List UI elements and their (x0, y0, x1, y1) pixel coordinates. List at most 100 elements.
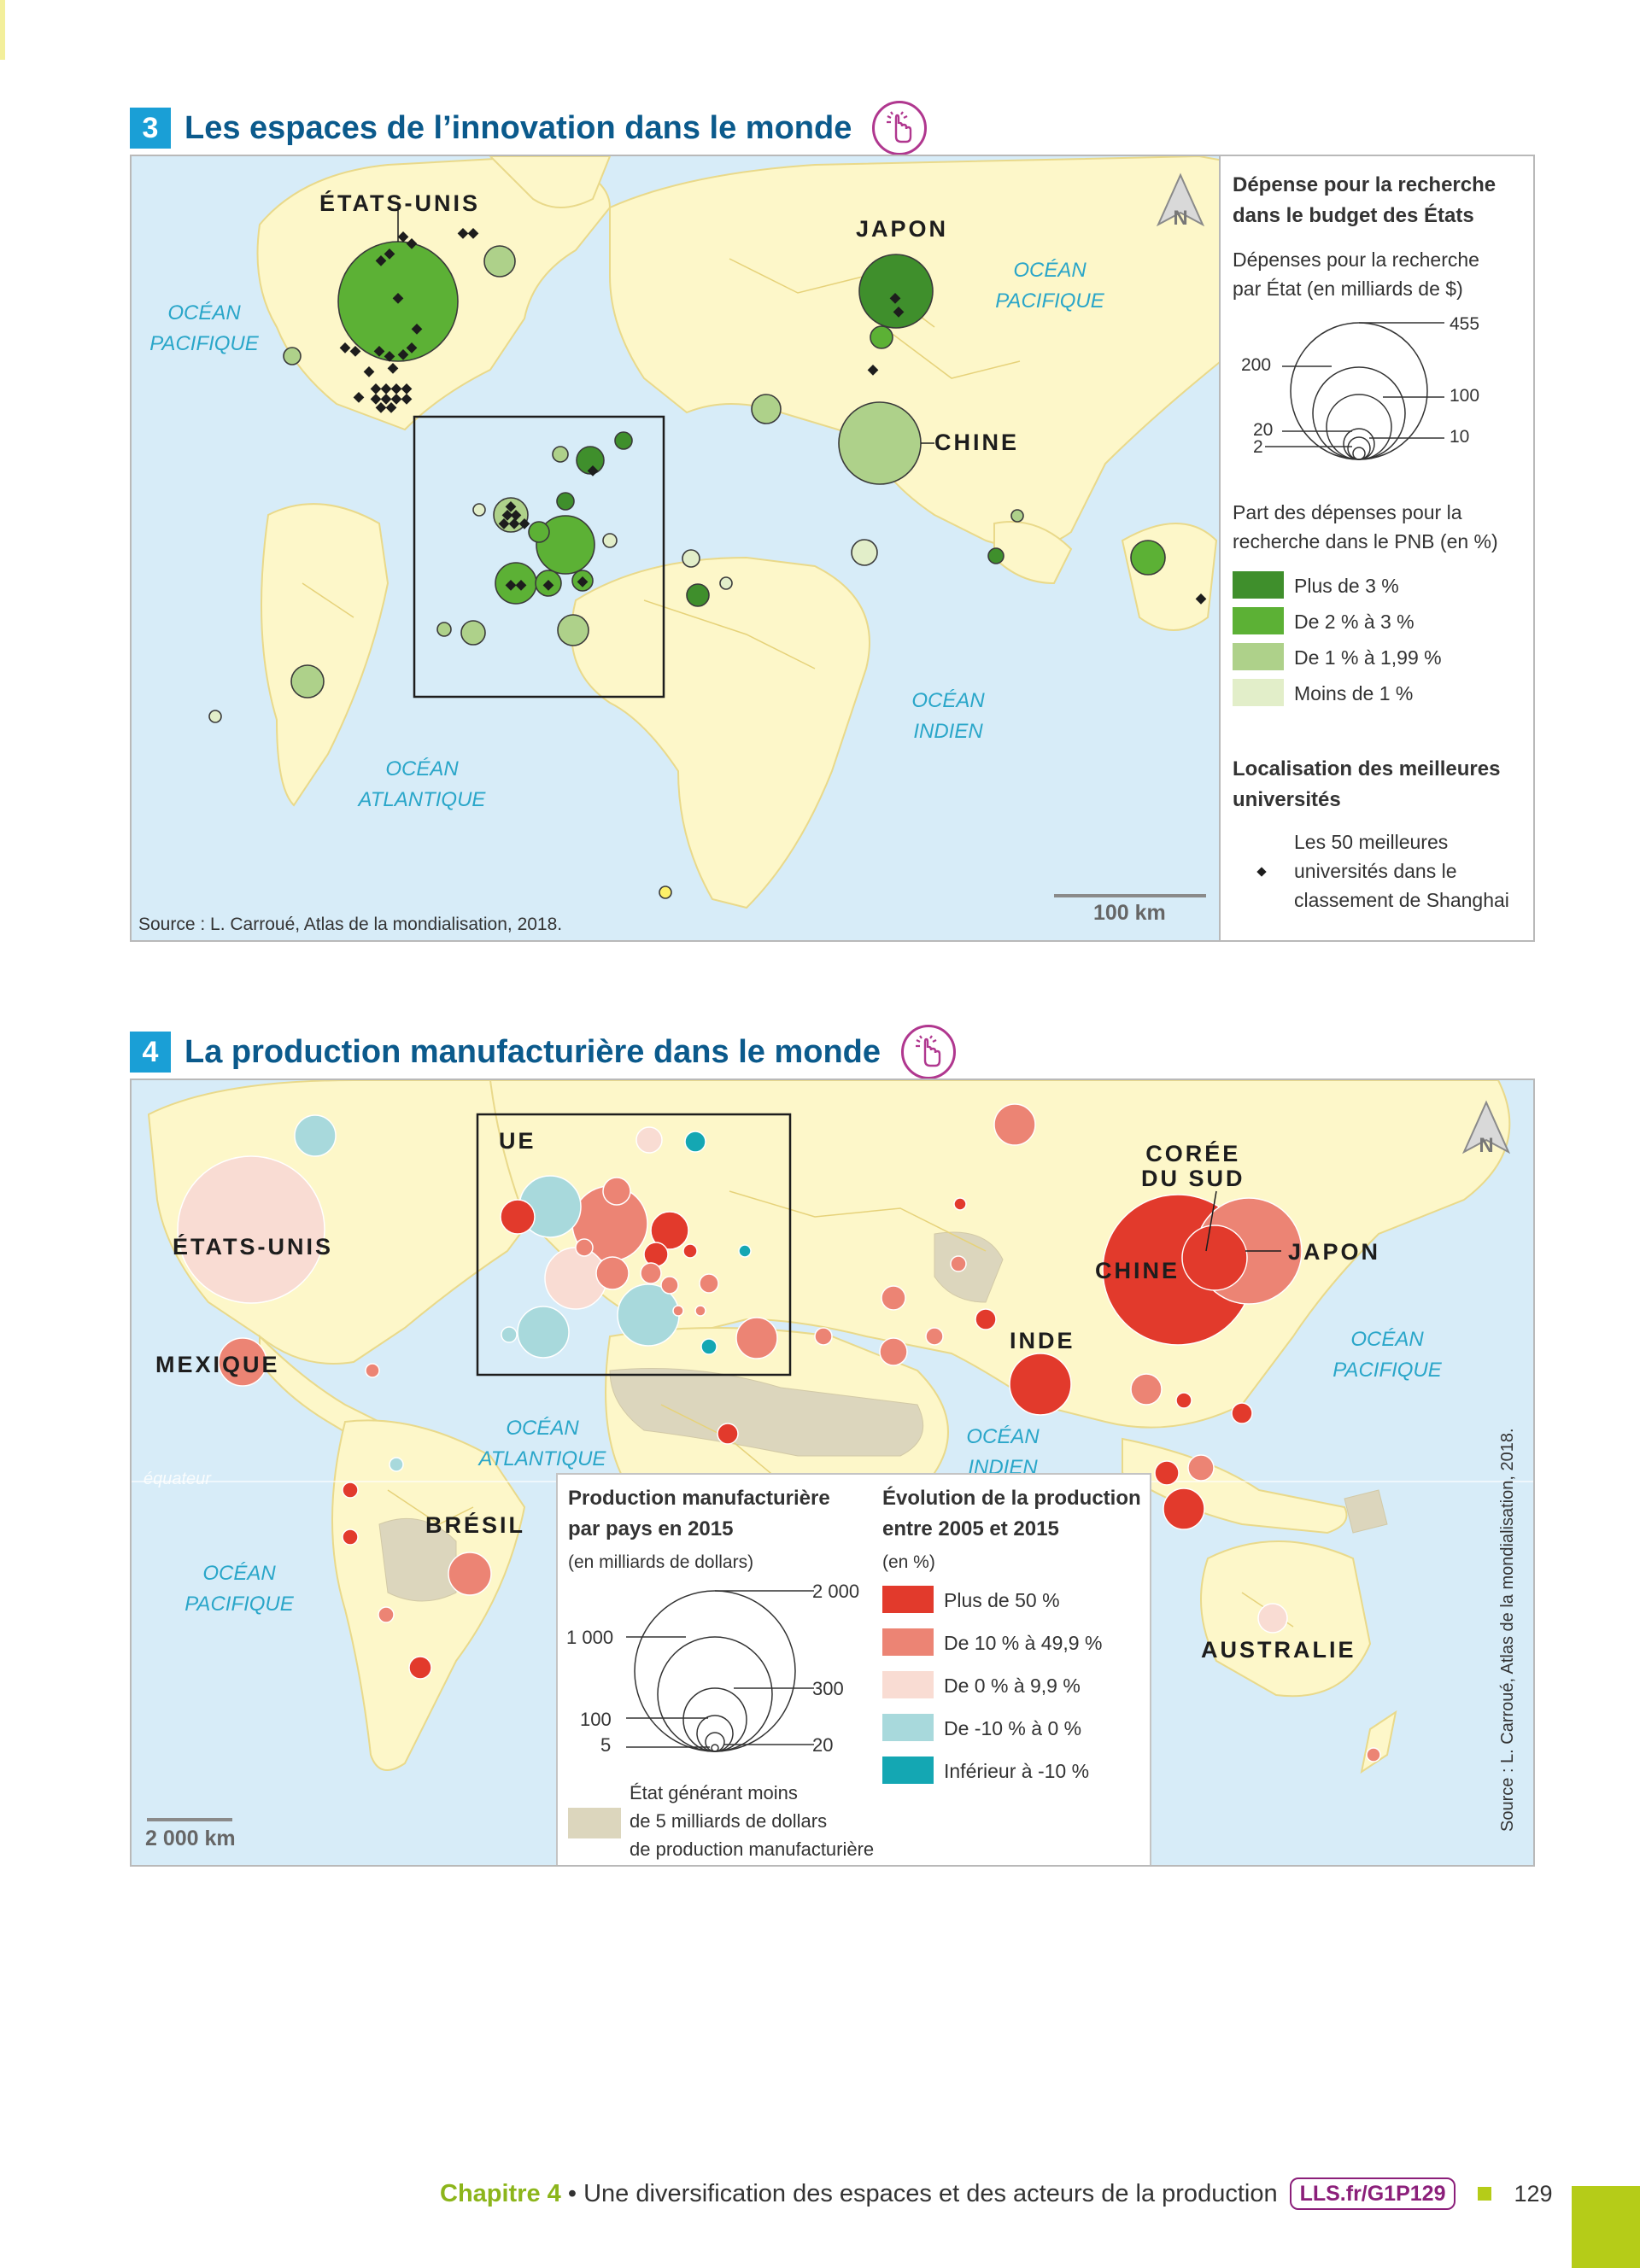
map4-legend-value-1000: 1 000 (566, 1627, 614, 1648)
map4-circle-turkey (735, 1317, 778, 1359)
map3-circle-sweden (576, 446, 605, 475)
map4-circle-austria (640, 1262, 662, 1284)
map3-north-arrow-icon: N (1156, 172, 1205, 230)
map4-low-central-asia (934, 1231, 1004, 1303)
map4-circle-spain (517, 1306, 570, 1359)
map3-scale-label: 100 km (1093, 901, 1166, 925)
map3-ocean-atlantic: OCÉAN ATLANTIQUE (358, 757, 486, 811)
map4-circle-egypt (814, 1327, 833, 1346)
map4-circle-switzerland (595, 1256, 630, 1290)
map3-ocean-pacific-west: OCÉAN PACIFIQUE (149, 301, 259, 355)
map3-land-southeast-asia (993, 521, 1073, 585)
map3-swatch-1-2 (1233, 643, 1284, 670)
map4-circle-nigeria (717, 1423, 739, 1445)
map4-legend-value-20: 20 (812, 1734, 834, 1756)
map3-circles-svg (208, 206, 1207, 899)
map4-legend-value-5: 5 (600, 1734, 612, 1756)
svg-text:N: N (1479, 1134, 1493, 1157)
page-edge-tab (1572, 2186, 1640, 2268)
map4-north-arrow-icon: N (1461, 1100, 1511, 1157)
map3-legend-value-200: 200 (1241, 355, 1272, 375)
footer-link[interactable]: LLS.fr/G1P129 (1289, 2177, 1456, 2210)
map3-circle-singapore (1010, 509, 1024, 523)
map4-circle-saudi (879, 1337, 908, 1366)
map4-legend-value-100: 100 (580, 1709, 612, 1730)
map3-frame: N (130, 155, 1535, 942)
map3-circle-china (838, 401, 922, 485)
map3-circle-finland (614, 431, 633, 450)
map3-circle-korea (870, 325, 893, 349)
map3-circle-israel (686, 583, 710, 607)
map4-swatch-low-state (568, 1808, 621, 1838)
map3-circle-france (495, 562, 537, 605)
map4-frame: N (130, 1078, 1535, 1867)
map4-legend-circles (626, 1590, 814, 1752)
map4-swatch-10-49 (882, 1628, 934, 1656)
map3-circle-russia (751, 394, 782, 424)
map4-swatch-below-minus10 (882, 1757, 934, 1784)
map3-circle-italy (557, 614, 589, 646)
map3-circle-south-africa (659, 886, 672, 899)
map4-circle-mexico (218, 1337, 267, 1387)
map3-label-china: CHINE (934, 430, 1020, 455)
map4-legend-heading1: Production manufacturière par pays en 20… (568, 1487, 830, 1540)
map4-circle-vietnam (1175, 1392, 1192, 1409)
map4-swatch-label-0-9: De 0 % à 9,9 % (944, 1675, 1081, 1697)
map4-circle-cuba (365, 1363, 380, 1378)
map4-swatch-0-9 (882, 1671, 934, 1698)
map4-circle-netherlands (602, 1177, 631, 1206)
map3-legend-value-20: 20 (1253, 420, 1274, 440)
map3-swatch-plus-3 (1233, 571, 1284, 599)
map3-legend-value-2: 2 (1253, 437, 1263, 457)
map4-circle-pakistan (975, 1308, 997, 1330)
map3-swatch-label-less-1: Moins de 1 % (1294, 682, 1414, 704)
map4-circle-new-zealand (1366, 1747, 1381, 1762)
map3-circle-brazil (290, 664, 325, 699)
map4-label-brazil: BRÉSIL (425, 1512, 526, 1538)
map4-scale-label: 2 000 km (145, 1827, 236, 1850)
map4-title-bar: 4 La production manufacturière dans le m… (130, 1025, 957, 1079)
map4-number-badge: 4 (130, 1032, 171, 1073)
map3-circle-argentina (208, 710, 222, 723)
map3-circle-iran (719, 576, 733, 590)
map4-legend-sub1: (en milliards de dollars) (568, 1552, 754, 1572)
map4-circle-romania (699, 1273, 719, 1294)
map4-ocean-atlantic: OCÉAN ATLANTIQUE (478, 1417, 606, 1470)
map3-circle-india (851, 539, 878, 566)
footer-chapter-title: Une diversification des espaces et des a… (583, 2179, 1278, 2207)
map4-eu-inset-box (476, 1113, 792, 1377)
map3-europe-inset-box (413, 415, 665, 699)
map4-circle-usa (177, 1155, 325, 1304)
touch-interactive-icon[interactable] (872, 101, 928, 155)
map3-legend-circles (1265, 322, 1444, 460)
map4-circle-uae (925, 1327, 944, 1346)
map4-circle-kazakhstan (950, 1255, 967, 1272)
map4-circle-sweden (636, 1126, 663, 1154)
map4-circle-mongolia (953, 1197, 967, 1211)
map3-circle-poland (602, 533, 618, 548)
map4-legend-value-2000: 2 000 (812, 1581, 860, 1602)
map3-number-badge: 3 (130, 108, 171, 149)
map4-circle-indonesia (1163, 1488, 1205, 1530)
map4-swatch-label-below-minus10: Inférieur à -10 % (944, 1760, 1090, 1782)
map3-legend-universities-label: Les 50 meilleures universités dans le cl… (1294, 831, 1509, 911)
map3-swatch-2-3 (1233, 607, 1284, 634)
map4-circle-india (1009, 1353, 1072, 1416)
map3-legend-subheading1: Dépenses pour la recherche par État (en … (1233, 248, 1479, 300)
page-footer: Chapitre 4 • Une diversification des esp… (440, 2177, 1553, 2210)
map4-label-ue: UE (499, 1128, 536, 1154)
map3-land-south-america (261, 503, 390, 807)
map4-circle-serbia (672, 1305, 684, 1317)
map3-circle-taiwan (987, 547, 1004, 564)
map4-circle-russia (993, 1103, 1036, 1146)
map3-label-japan: JAPON (856, 216, 949, 242)
touch-interactive-icon-2[interactable] (901, 1025, 957, 1079)
map4-title: La production manufacturière dans le mon… (184, 1033, 882, 1070)
map3-legend-value-10: 10 (1450, 427, 1470, 447)
map4-circle-poland (650, 1211, 689, 1250)
map3-title-bar: 3 Les espaces de l’innovation dans le mo… (130, 101, 928, 155)
map4-legend-heading2: Évolution de la production entre 2005 et… (882, 1487, 1141, 1540)
map3-circle-ireland (472, 503, 486, 517)
map4-circle-venezuela (389, 1457, 404, 1472)
map4-circle-brazil (448, 1552, 492, 1596)
